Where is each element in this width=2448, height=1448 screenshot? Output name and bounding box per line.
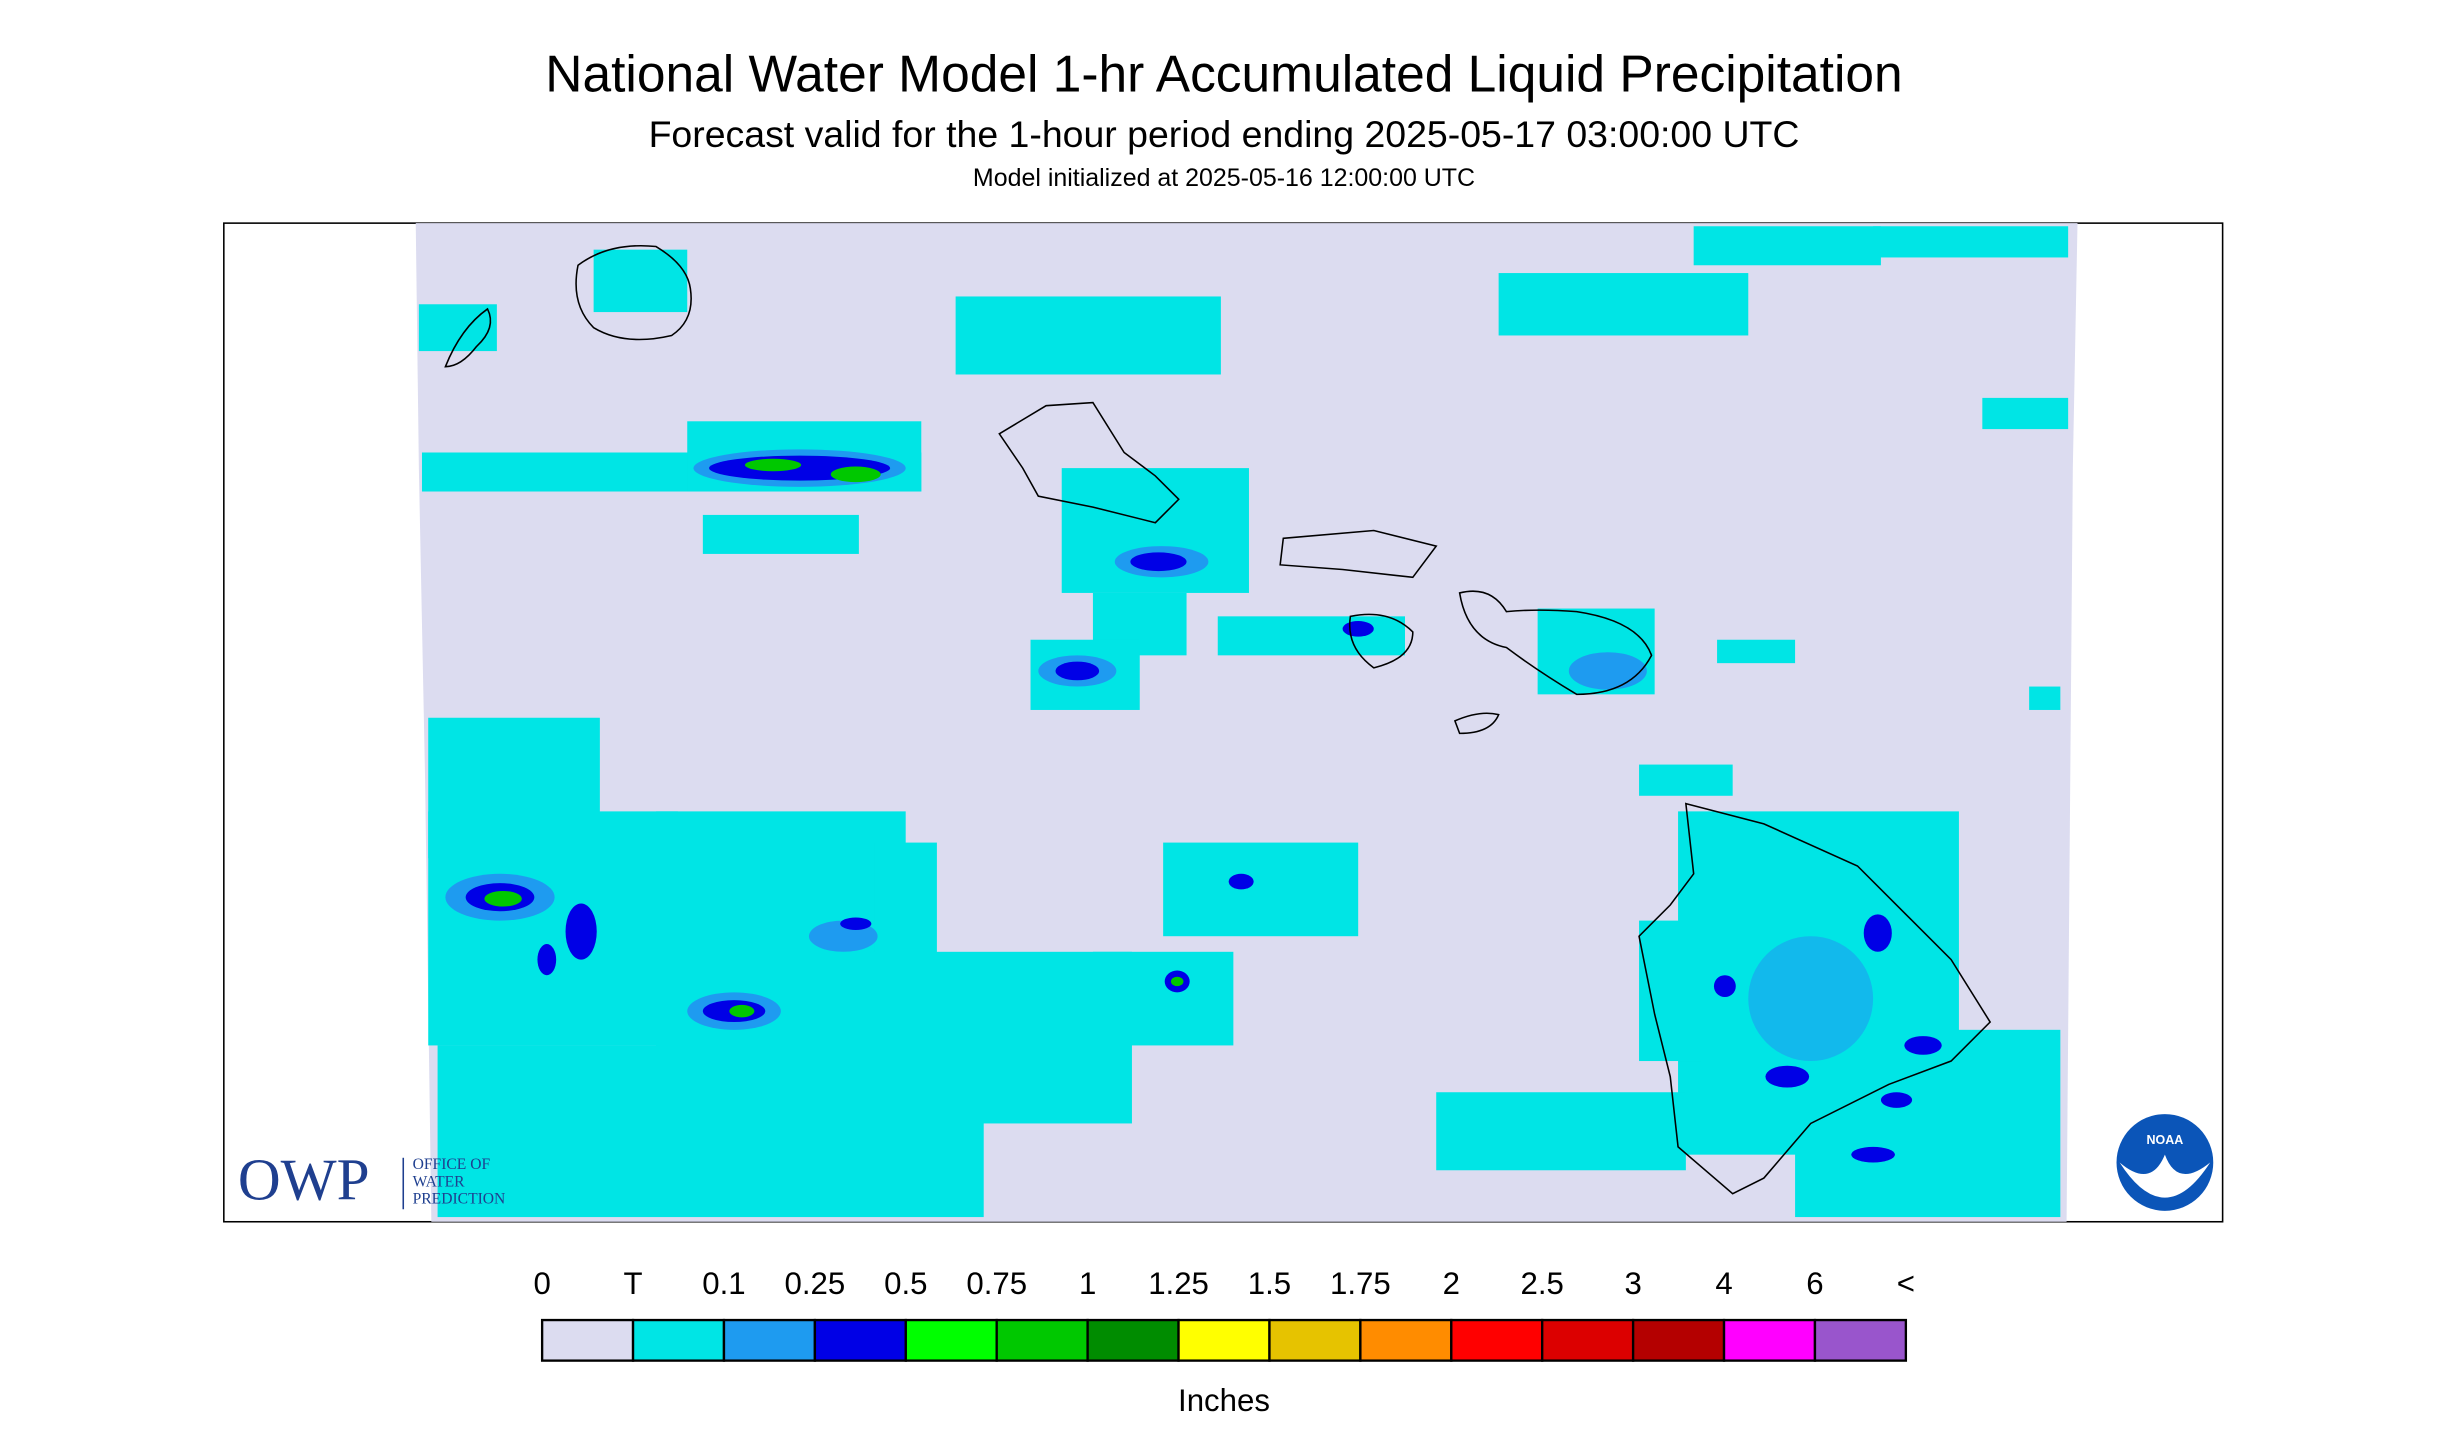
legend-label: 1 — [1079, 1266, 1096, 1301]
precip-light — [418, 226, 2069, 1218]
legend-label: < — [1897, 1266, 1915, 1301]
owp-text: OWP — [238, 1146, 370, 1212]
legend-swatch — [813, 1318, 907, 1362]
legend-label: 2 — [1443, 1266, 1460, 1301]
coastlines — [444, 245, 1992, 1195]
legend-swatch — [1541, 1318, 1635, 1362]
noaa-logo: NOAA — [2116, 1114, 2214, 1211]
title: National Water Model 1-hr Accumulated Li… — [545, 45, 1902, 103]
noaa-text: NOAA — [2147, 1133, 2184, 1147]
legend-swatch — [1813, 1318, 1908, 1362]
subtitle: Forecast valid for the 1-hour period end… — [649, 113, 1800, 155]
legend-unit: Inches — [1178, 1383, 1270, 1418]
legend-label: 0 — [533, 1266, 550, 1301]
owp-logo: OWP OFFICE OF WATER PREDICTION — [238, 1146, 505, 1212]
precip-heavy — [445, 449, 1942, 1163]
owp-line: OFFICE OF — [413, 1156, 491, 1173]
map: OWP OFFICE OF WATER PREDICTION NOAA — [223, 222, 2224, 1223]
owp-line: PREDICTION — [413, 1190, 506, 1207]
legend-swatch — [904, 1318, 998, 1362]
legend-swatch — [1268, 1318, 1362, 1362]
legend-label: 6 — [1806, 1266, 1823, 1301]
legend-label: 3 — [1624, 1266, 1641, 1301]
legend-label: 1.25 — [1148, 1266, 1209, 1301]
legend-label: 1.75 — [1330, 1266, 1391, 1301]
legend-swatch — [1722, 1318, 1817, 1362]
init-time: Model initialized at 2025-05-16 12:00:00… — [973, 164, 1475, 192]
legend-swatch — [631, 1318, 726, 1362]
legend-swatch — [995, 1318, 1089, 1362]
noaa-gull — [2119, 1154, 2211, 1198]
legend-swatch — [540, 1318, 635, 1362]
legend-swatch — [1359, 1318, 1453, 1362]
legend-label: 2.5 — [1521, 1266, 1564, 1301]
legend-label: 0.75 — [966, 1266, 1027, 1301]
legend-swatch — [722, 1318, 817, 1362]
legend-label: 4 — [1715, 1266, 1732, 1301]
legend-label: 0.25 — [785, 1266, 846, 1301]
legend-swatch — [1631, 1318, 1726, 1362]
owp-line: WATER — [413, 1173, 466, 1190]
legend: Inches 0 T 0.1 0.25 0.5 0.75 1 1.25 1.5 1.75 2 2.5 3… — [533, 1266, 1915, 1418]
legend-swatch — [1086, 1318, 1180, 1362]
legend-label: T — [624, 1266, 643, 1301]
legend-swatch — [1177, 1318, 1271, 1362]
legend-swatch — [1450, 1318, 1544, 1362]
legend-label: 0.1 — [702, 1266, 745, 1301]
legend-label: 0.5 — [884, 1266, 927, 1301]
legend-label: 1.5 — [1248, 1266, 1291, 1301]
